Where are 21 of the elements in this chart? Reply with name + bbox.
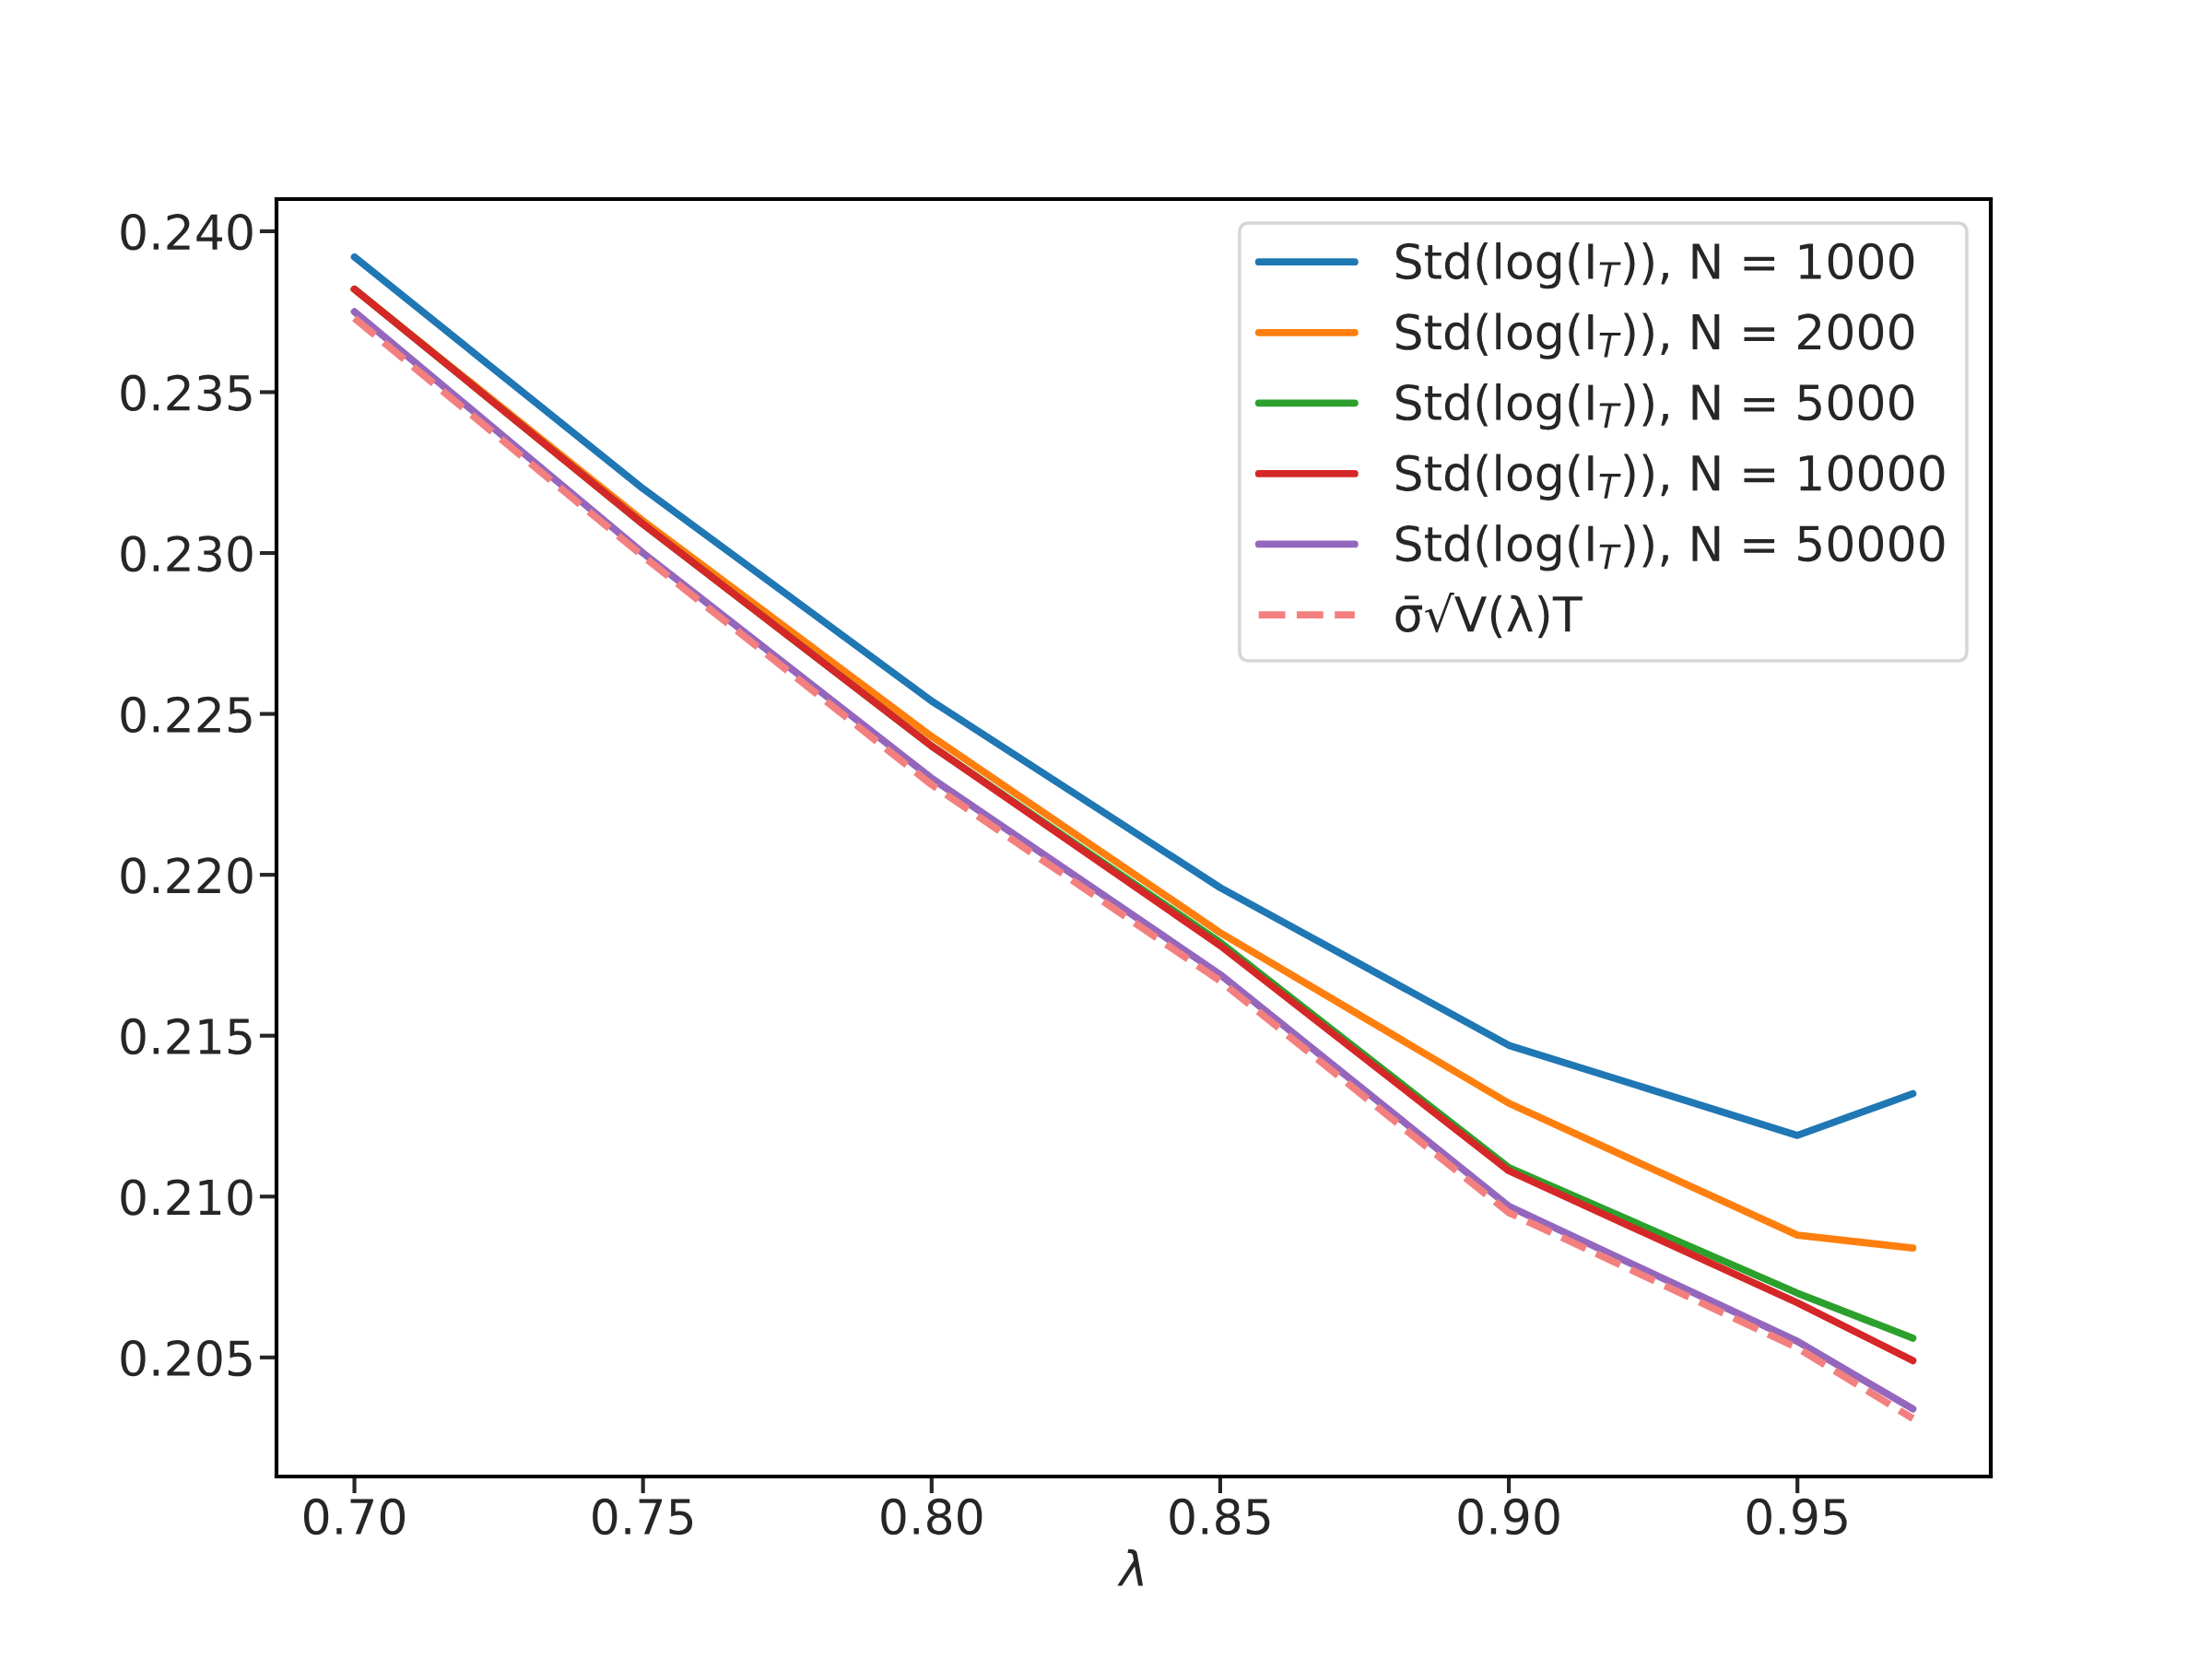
y-tick-label: 0.225 bbox=[121, 696, 252, 734]
legend-label: Std(log(I$_{T}$)), N = 5000 bbox=[1396, 383, 1914, 430]
x-tick-label: 0.75 bbox=[593, 1498, 693, 1535]
y-tick-label: 0.215 bbox=[121, 1018, 252, 1055]
y-tick-label: 0.240 bbox=[121, 214, 253, 251]
legend-label: Std(log(I$_{T}$)), N = 50000 bbox=[1396, 524, 1945, 571]
x-tick-label: 0.85 bbox=[1170, 1498, 1270, 1535]
y-tick-label: 0.230 bbox=[121, 535, 253, 572]
y-tick-label: 0.205 bbox=[121, 1339, 252, 1377]
x-tick-label: 0.70 bbox=[304, 1498, 406, 1535]
legend-label: Std(log(I$_{T}$)), N = 10000 bbox=[1396, 453, 1945, 500]
legend-label: σ̄√V(λ)T bbox=[1395, 593, 1583, 639]
x-axis-title: λ bbox=[1117, 1548, 1144, 1586]
legend-label: Std(log(I$_{T}$)), N = 2000 bbox=[1396, 312, 1914, 359]
y-tick-label: 0.220 bbox=[121, 857, 253, 894]
x-tick-label: 0.80 bbox=[881, 1498, 982, 1535]
y-tick-label: 0.210 bbox=[121, 1179, 253, 1216]
legend-label: Std(log(I$_{T}$)), N = 1000 bbox=[1396, 241, 1914, 289]
y-tick-label: 0.235 bbox=[121, 374, 252, 411]
x-tick-label: 0.90 bbox=[1458, 1498, 1559, 1535]
x-tick-label: 0.95 bbox=[1747, 1498, 1847, 1535]
